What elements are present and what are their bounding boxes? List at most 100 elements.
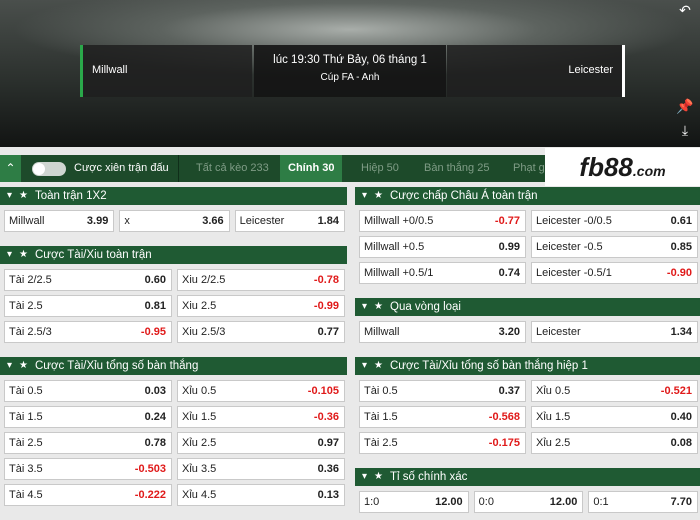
logo-accent: 88 bbox=[603, 152, 633, 182]
odds-value: -0.503 bbox=[134, 463, 166, 475]
odds-value: 0.08 bbox=[670, 437, 692, 449]
odds-cell[interactable]: Leicester 1.34 bbox=[531, 321, 698, 343]
bet-label: Xỉu 0.5 bbox=[182, 385, 217, 397]
bet-label: Tài 0.5 bbox=[364, 385, 398, 397]
bet-label: Tài 2/2.5 bbox=[9, 274, 52, 286]
bet-label: 0:0 bbox=[478, 496, 494, 508]
odds-cell[interactable]: Millwall 3.20 bbox=[359, 321, 526, 343]
odds-cell[interactable]: Tài 1.5 0.24 bbox=[4, 406, 172, 428]
tab[interactable]: Phạt g bbox=[513, 162, 545, 174]
section-header[interactable]: ▾ ★ Cược Tài/Xỉu tổng số bàn thắng hiệp 1 bbox=[355, 357, 700, 375]
section-header[interactable]: ▾ ★ Qua vòng loại bbox=[355, 298, 700, 316]
odds-cell[interactable]: Xỉu 3.5 0.36 bbox=[177, 458, 345, 480]
section-header[interactable]: ▾ ★ Tỉ số chính xác bbox=[355, 468, 700, 486]
odds-cell[interactable]: Millwall +0.5 0.99 bbox=[359, 236, 526, 258]
odds-cell[interactable]: Tài 0.5 0.37 bbox=[359, 380, 526, 402]
tab[interactable]: Hiệp 50 bbox=[361, 162, 399, 174]
odds-value: 0.78 bbox=[144, 437, 166, 449]
section-title: Cược Tài/Xỉu tổng số bàn thắng bbox=[35, 360, 199, 372]
odds-cell[interactable]: Tài 3.5 -0.503 bbox=[4, 458, 172, 480]
bet-label: Leicester -0/0.5 bbox=[536, 215, 612, 227]
odds-cell[interactable]: Leicester -0/0.5 0.61 bbox=[531, 210, 698, 232]
odds-cell[interactable]: Xiu 2.5 -0.99 bbox=[177, 295, 345, 317]
logo: fb88.com bbox=[545, 148, 700, 186]
odds-cell[interactable]: Xỉu 0.5 -0.521 bbox=[531, 380, 698, 402]
section-title: Tỉ số chính xác bbox=[390, 471, 468, 483]
parlay-toggle[interactable] bbox=[32, 162, 66, 176]
odds-cell[interactable]: Tài 1.5 -0.568 bbox=[359, 406, 526, 428]
bet-label: Tài 1.5 bbox=[9, 411, 43, 423]
odds-cell[interactable]: Xỉu 0.5 -0.105 bbox=[177, 380, 345, 402]
tab[interactable]: Tất cả kèo 233 bbox=[196, 162, 269, 174]
odds-value: 3.20 bbox=[498, 326, 520, 338]
away-team: Leicester bbox=[568, 64, 613, 76]
section-header[interactable]: ▾ ★ Toàn trận 1X2 bbox=[0, 187, 347, 205]
odds-cell[interactable]: Tài 0.5 0.03 bbox=[4, 380, 172, 402]
odds-value: 0.24 bbox=[144, 411, 166, 423]
bet-label: Tài 1.5 bbox=[364, 411, 398, 423]
star-icon: ★ bbox=[19, 190, 28, 201]
bet-label: 0:1 bbox=[593, 496, 609, 508]
odds-cell[interactable]: Tài 2.5 -0.175 bbox=[359, 432, 526, 454]
odds-cell[interactable]: Tài 4.5 -0.222 bbox=[4, 484, 172, 506]
home-team: Millwall bbox=[92, 64, 128, 76]
section-header[interactable]: ▾ ★ Cược Tài/Xỉu tổng số bàn thắng bbox=[0, 357, 347, 375]
divider bbox=[178, 155, 179, 182]
bet-label: Millwall bbox=[9, 215, 45, 227]
odds-cell[interactable]: Xỉu 2.5 0.08 bbox=[531, 432, 698, 454]
bet-label: Xỉu 2.5 bbox=[536, 437, 571, 449]
odds-cell[interactable]: 1:0 12.00 bbox=[359, 491, 469, 513]
odds-cell[interactable]: Millwall 3.99 bbox=[4, 210, 115, 232]
odds-cell[interactable]: Millwall +0/0.5 -0.77 bbox=[359, 210, 526, 232]
odds-value: 7.70 bbox=[670, 496, 692, 508]
bet-label: Millwall +0.5 bbox=[364, 241, 425, 253]
tab[interactable]: Bàn thắng 25 bbox=[424, 162, 490, 174]
odds-cell[interactable]: Xiu 2.5/3 0.77 bbox=[177, 321, 345, 343]
bet-label: Xỉu 0.5 bbox=[536, 385, 571, 397]
odds-cell[interactable]: Leicester 1.84 bbox=[234, 210, 345, 232]
odds-cell[interactable]: Xỉu 1.5 -0.36 bbox=[177, 406, 345, 428]
bet-label: Tài 2.5/3 bbox=[9, 326, 52, 338]
caret-icon: ▾ bbox=[362, 471, 368, 482]
bet-label: 1:0 bbox=[364, 496, 380, 508]
bet-label: Tài 2.5 bbox=[364, 437, 398, 449]
collapse-button[interactable]: ⌃ bbox=[0, 155, 21, 182]
back-icon[interactable]: ↶ bbox=[679, 2, 691, 18]
odds-cell[interactable]: Leicester -0.5/1 -0.90 bbox=[531, 262, 698, 284]
odds-cell[interactable]: Millwall +0.5/1 0.74 bbox=[359, 262, 526, 284]
odds-cell[interactable]: 0:1 7.70 bbox=[588, 491, 698, 513]
section-header[interactable]: ▾ ★ Cược chấp Châu Á toàn trận bbox=[355, 187, 700, 205]
odds-cell[interactable]: Tài 2/2.5 0.60 bbox=[4, 269, 172, 291]
odds-value: -0.95 bbox=[140, 326, 166, 338]
odds-value: 3.99 bbox=[86, 215, 109, 227]
odds-cell[interactable]: Xỉu 4.5 0.13 bbox=[177, 484, 345, 506]
bet-label: Xiu 2/2.5 bbox=[182, 274, 226, 286]
odds-value: 0.99 bbox=[498, 241, 520, 253]
odds-value: -0.521 bbox=[660, 385, 692, 397]
section-header[interactable]: ▾ ★ Cược Tài/Xiu toàn trận bbox=[0, 246, 347, 264]
bet-label: x bbox=[124, 215, 130, 227]
odds-cell[interactable]: x 3.66 bbox=[119, 210, 230, 232]
odds-cell[interactable]: Xỉu 1.5 0.40 bbox=[531, 406, 698, 428]
download-icon[interactable]: ⤓ bbox=[681, 122, 689, 138]
odds-value: 0.85 bbox=[670, 241, 692, 253]
odds-cell[interactable]: Leicester -0.5 0.85 bbox=[531, 236, 698, 258]
odds-value: -0.36 bbox=[313, 411, 339, 423]
odds-cell[interactable]: 0:0 12.00 bbox=[473, 491, 584, 513]
bet-label: Xỉu 4.5 bbox=[182, 489, 217, 501]
pin-icon[interactable]: 📌 bbox=[676, 98, 694, 114]
star-icon: ★ bbox=[374, 190, 383, 201]
tab[interactable]: Chính 30 bbox=[280, 155, 343, 182]
odds-value: 0.36 bbox=[317, 463, 339, 475]
odds-cell[interactable]: Tài 2.5/3 -0.95 bbox=[4, 321, 172, 343]
odds-cell[interactable]: Tài 2.5 0.81 bbox=[4, 295, 172, 317]
bet-label: Xỉu 1.5 bbox=[182, 411, 217, 423]
caret-icon: ▾ bbox=[7, 190, 13, 201]
star-icon: ★ bbox=[19, 360, 28, 371]
odds-value: 12.00 bbox=[549, 496, 578, 508]
section-title: Toàn trận 1X2 bbox=[35, 190, 107, 202]
odds-cell[interactable]: Xỉu 2.5 0.97 bbox=[177, 432, 345, 454]
odds-cell[interactable]: Tài 2.5 0.78 bbox=[4, 432, 172, 454]
odds-cell[interactable]: Xiu 2/2.5 -0.78 bbox=[177, 269, 345, 291]
